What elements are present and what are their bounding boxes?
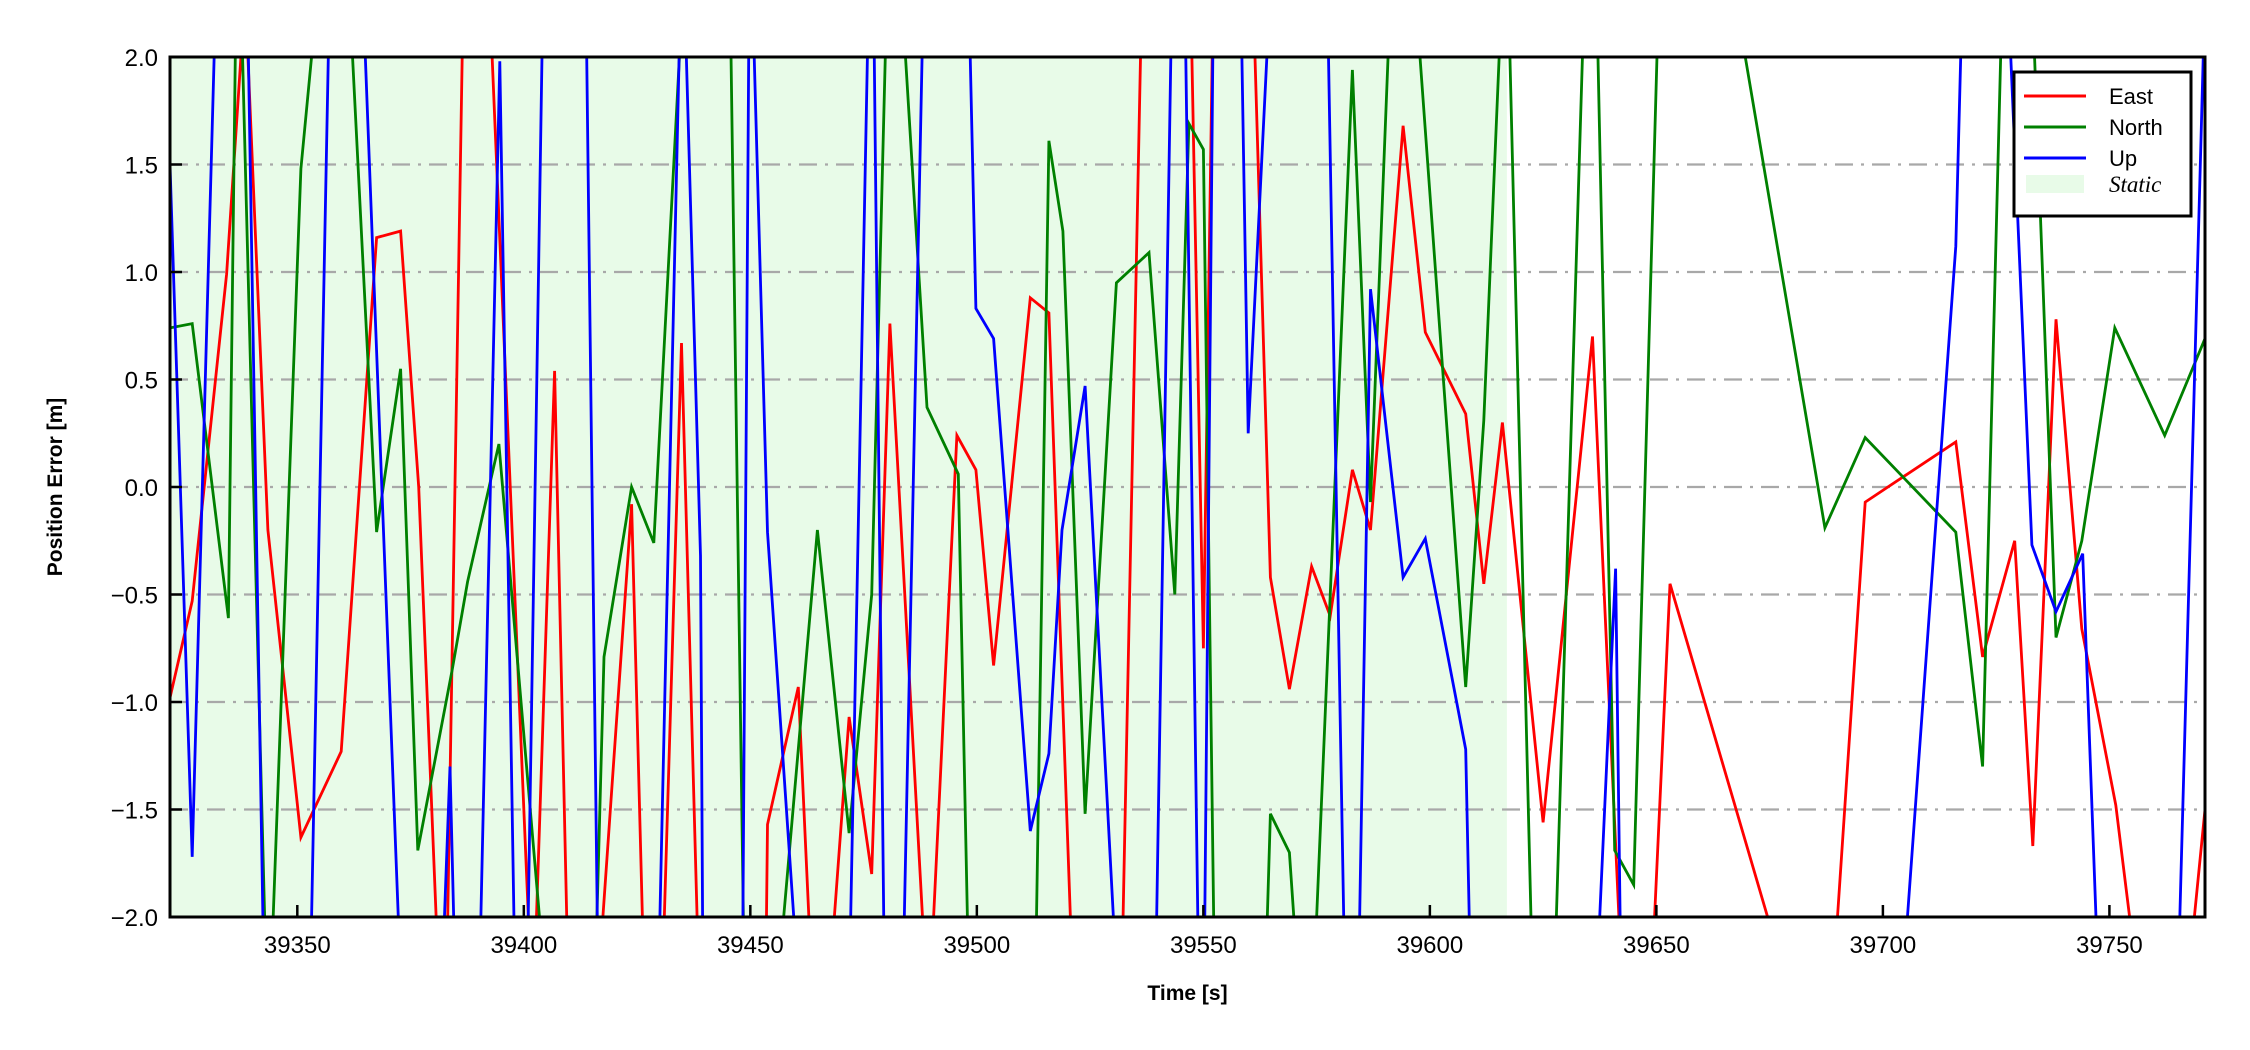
x-tick-label: 39700	[1850, 932, 1917, 959]
series-line-north	[170, 57, 2205, 917]
x-tick-label: 39650	[1623, 932, 1690, 959]
y-tick-label: −1.5	[111, 798, 158, 825]
x-axis-title: Time [s]	[1147, 982, 1227, 1005]
legend: East North Up Static	[2012, 70, 2193, 218]
y-tick-label: 0.5	[125, 368, 158, 395]
x-tick-label: 39400	[490, 932, 557, 959]
legend-north-label: North	[2109, 115, 2163, 140]
legend-static-swatch	[2026, 175, 2084, 193]
x-tick-label: 39350	[264, 932, 331, 959]
y-tick-label: 1.0	[125, 260, 158, 287]
legend-up-label: Up	[2109, 146, 2137, 171]
x-tick-label: 39750	[2076, 932, 2143, 959]
x-tick-label: 39500	[943, 932, 1010, 959]
y-tick-label: 1.5	[125, 153, 158, 180]
y-tick-label: 0.0	[125, 475, 158, 502]
legend-box	[2012, 70, 2193, 218]
series-layer	[170, 57, 2205, 917]
x-tick-label: 39550	[1170, 932, 1237, 959]
series-line-up	[170, 57, 2205, 917]
legend-static-label: Static	[2109, 172, 2161, 197]
series-line-east	[170, 57, 2205, 917]
x-tick-label: 39600	[1396, 932, 1463, 959]
y-tick-label: −1.0	[111, 690, 158, 717]
y-tick-label: −2.0	[111, 905, 158, 932]
y-tick-label: −0.5	[111, 583, 158, 610]
legend-east-label: East	[2109, 84, 2153, 109]
x-tick-label: 39450	[717, 932, 784, 959]
y-axis-title: Position Error [m]	[44, 398, 67, 577]
y-tick-label: 2.0	[125, 45, 158, 72]
tick-layer: −2.0 −1.5 −1.0 −0.5 0.0 0.5 1.0 1.5 2.0 39350 3940…	[111, 45, 2143, 959]
